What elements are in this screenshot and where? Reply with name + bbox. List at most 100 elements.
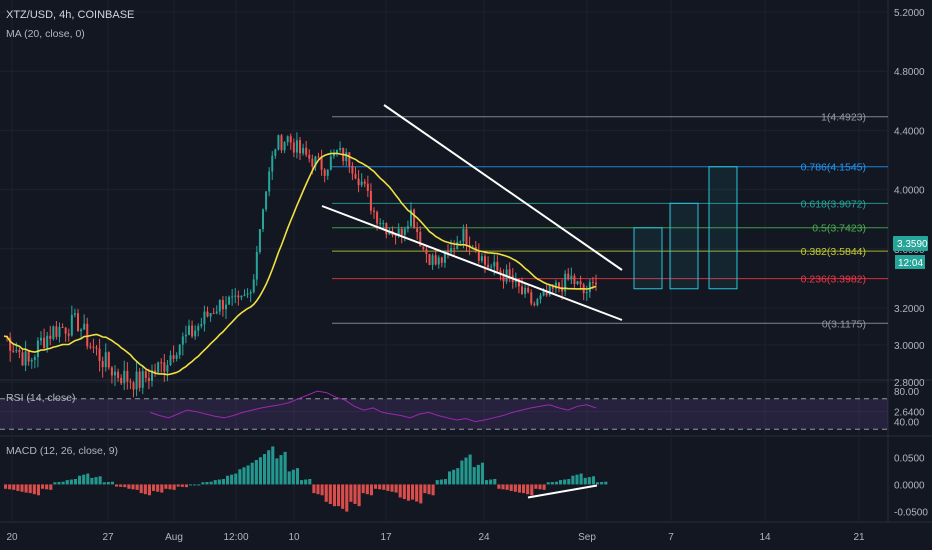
price-tick-label: 2.6400 — [894, 408, 925, 419]
candle-body — [169, 355, 172, 366]
candle-body — [400, 228, 403, 235]
candle-body — [160, 362, 163, 364]
macd-histogram-bar — [398, 484, 402, 498]
candle-body — [397, 228, 400, 236]
macd-histogram-bar — [201, 482, 205, 485]
macd-histogram-bar — [480, 462, 484, 485]
macd-histogram-bar — [382, 484, 386, 490]
candle-body — [573, 275, 576, 285]
candle-body — [221, 299, 224, 310]
candle-body — [274, 149, 277, 156]
macd-histogram-bar — [472, 467, 476, 485]
candle-body — [443, 250, 446, 263]
candle-body — [490, 266, 493, 268]
macd-histogram-bar — [534, 484, 538, 489]
macd-histogram-bar — [221, 479, 225, 485]
fibonacci-retracement[interactable]: 1(4.4923) 0.786(4.1545) 0.618(3.9072) 0.5(3… — [332, 112, 888, 331]
candle-body — [188, 325, 190, 335]
macd-histogram-bar — [168, 484, 172, 490]
candle-body — [539, 295, 542, 300]
macd-histogram-bar — [452, 469, 456, 485]
macd-histogram-bar — [275, 458, 279, 485]
candle-body — [138, 371, 141, 388]
macd-histogram-bar — [513, 484, 517, 492]
target-boxes[interactable] — [633, 166, 738, 290]
fib-level-label: 0.382(3.5844) — [801, 246, 866, 258]
macd-histogram-bar — [267, 450, 271, 485]
fib-level-label: 0.618(3.9072) — [801, 198, 866, 210]
candle-body — [595, 282, 597, 285]
candle-body — [351, 165, 354, 174]
macd-histogram-bar — [324, 484, 328, 502]
macd-histogram-bar — [300, 480, 304, 485]
candle-body — [33, 357, 36, 360]
macd-histogram-bar — [411, 484, 415, 500]
candle-body — [453, 248, 456, 250]
candle-body — [191, 325, 194, 337]
macd-label[interactable]: MACD (12, 26, close, 9) — [6, 445, 118, 457]
candle-body — [252, 279, 255, 293]
candle-body — [184, 334, 187, 337]
macd-histogram-bar — [45, 484, 49, 490]
candle-body — [237, 295, 240, 298]
macd-histogram-bar — [571, 475, 575, 485]
price-tick-label: 3.2000 — [894, 304, 925, 315]
candle-body — [12, 350, 15, 352]
candle-body — [49, 335, 52, 339]
macd-histogram-bar — [332, 484, 336, 507]
candle-body — [141, 371, 144, 388]
macd-histogram-bar — [16, 484, 20, 491]
rsi-label[interactable]: RSI (14, close) — [6, 392, 75, 404]
candle-body — [15, 349, 18, 352]
macd-histogram-bar — [139, 484, 143, 494]
macd-histogram-bar — [123, 484, 127, 488]
candle-body — [320, 156, 323, 170]
candle-body — [212, 313, 215, 315]
candle-body — [465, 229, 468, 246]
candle-body — [27, 351, 30, 362]
time-tick-label: 27 — [102, 532, 114, 543]
candle-body — [144, 371, 147, 379]
price-tick-label: 4.0000 — [894, 186, 925, 197]
candle-body — [215, 311, 218, 314]
macd-histogram-bar — [542, 484, 546, 490]
candle-body — [21, 352, 24, 366]
candle-body — [234, 295, 237, 297]
countdown-bg — [895, 255, 925, 269]
macd-histogram-bar — [394, 484, 398, 493]
macd-histogram-bar — [374, 484, 378, 489]
falling-wedge-trendlines[interactable] — [321, 104, 623, 321]
time-tick-label: 7 — [668, 532, 674, 543]
price-tick-label: 5.2000 — [894, 8, 925, 19]
ma-indicator-label[interactable]: MA (20, close, 0) — [6, 28, 85, 40]
candle-body — [258, 229, 261, 252]
candle-body — [194, 330, 197, 337]
macd-histogram-bar — [246, 465, 250, 485]
candle-body — [329, 156, 332, 170]
rsi-pane: 80.00 40.00 — [0, 387, 919, 430]
macd-histogram-bar — [501, 484, 505, 490]
macd-histogram-bar — [443, 479, 447, 485]
candle-body — [107, 352, 110, 368]
macd-histogram-bar — [135, 484, 139, 490]
macd-histogram-bar — [238, 469, 242, 485]
macd-histogram-bar — [193, 484, 197, 486]
candle-body — [480, 256, 483, 261]
macd-histogram-bar — [517, 484, 521, 493]
candle-body — [348, 152, 351, 166]
candle-body — [243, 294, 246, 296]
macd-histogram-bar — [271, 446, 275, 485]
candle-body — [203, 311, 206, 325]
candle-body — [77, 313, 79, 332]
macd-divergence-line — [527, 484, 598, 499]
lower-trendline — [321, 205, 623, 321]
candle-body — [542, 291, 545, 296]
candle-body — [218, 299, 221, 312]
macd-histogram-bar — [308, 479, 312, 485]
candle-body — [434, 255, 437, 265]
candle-body — [286, 136, 289, 143]
macd-histogram-bar — [189, 484, 193, 486]
price-badge-value: 3.3590 — [897, 239, 928, 250]
candle-body — [323, 169, 326, 176]
